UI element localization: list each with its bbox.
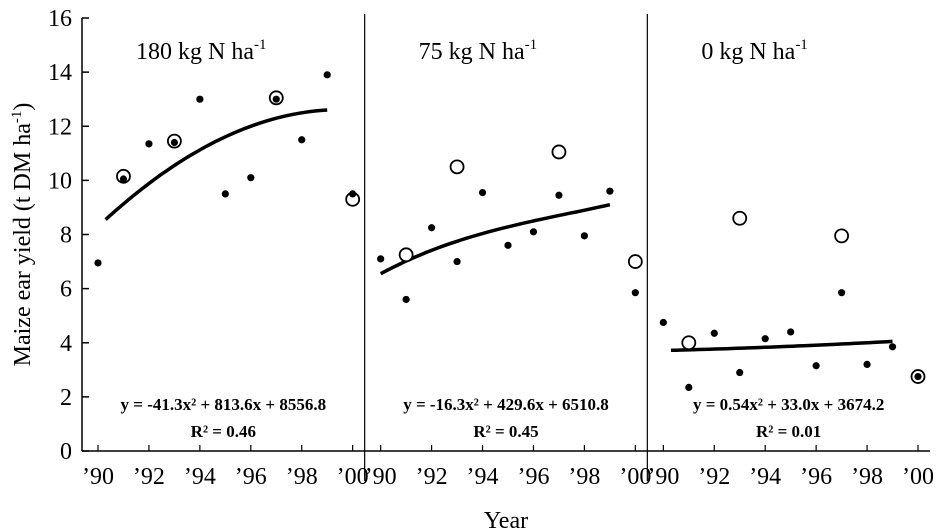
data-point-filled (606, 187, 614, 195)
y-tick-label: 10 (48, 168, 72, 194)
r-squared: R² = 0.45 (473, 422, 538, 441)
x-tick-label: ’94 (749, 464, 781, 490)
data-point-filled (453, 257, 461, 266)
data-point-filled (580, 232, 589, 240)
data-point-filled (504, 241, 512, 249)
data-point-open (551, 144, 567, 160)
data-point-filled (761, 335, 769, 343)
x-tick-label: ’96 (800, 464, 832, 490)
data-point-open (627, 254, 643, 269)
data-point-filled (298, 136, 306, 144)
x-tick-label: ’90 (365, 464, 397, 490)
regression-equation: y = -16.3x² + 429.6x + 6510.8 (403, 395, 609, 414)
data-point-filled (631, 289, 639, 297)
regression-equation: y = -41.3x² + 813.6x + 8556.8 (121, 395, 327, 414)
data-point-filled (787, 328, 795, 336)
panel-1: 180 kg N ha-1 y = -41.3x² + 813.6x + 8556… (94, 37, 361, 441)
x-tick-label: ’92 (133, 464, 165, 490)
data-point-filled (838, 289, 846, 297)
y-tick-label: 0 (60, 439, 72, 465)
y-tick-label: 14 (48, 60, 72, 86)
x-tick-label: ’96 (235, 464, 267, 490)
r-squared: R² = 0.01 (756, 422, 821, 441)
data-point-filled (221, 190, 229, 198)
x-tick-label: ’00 (902, 464, 934, 490)
data-point-filled (478, 188, 487, 197)
x-tick-label: ’98 (568, 464, 600, 490)
x-tick-label: ’96 (517, 464, 549, 490)
x-axis-title: Year (484, 508, 528, 532)
data-point-filled (685, 383, 693, 392)
panel-3: 0 kg N ha-1 y = 0.54x² + 33.0x + 3674.2 R²… (646, 14, 926, 481)
data-point-filled (529, 228, 538, 236)
data-point-open (681, 335, 697, 351)
y-tick-label: 4 (60, 331, 72, 357)
data-point-filled (888, 343, 897, 351)
data-point-filled (272, 95, 280, 103)
data-point-filled (402, 295, 410, 304)
data-point-filled (196, 95, 204, 103)
y-axis: 0 2 4 6 8 10 12 14 16 (48, 6, 89, 465)
panel-title: 0 kg N ha-1 (701, 37, 807, 65)
y-axis-title: Maize ear yield (t DM ha-1) (9, 103, 36, 367)
fit-curve (104, 108, 328, 221)
data-point-filled (863, 360, 871, 368)
data-point-filled (349, 190, 357, 198)
x-tick-label: ’00 (337, 464, 369, 490)
data-point-filled (659, 318, 667, 327)
fit-curve (379, 202, 611, 276)
data-point-filled (736, 368, 744, 377)
x-tick-label: ’92 (416, 464, 448, 490)
panel-title: 180 kg N ha-1 (136, 37, 266, 65)
x-tick-label: ’94 (184, 464, 216, 490)
x-tick-label: ’90 (82, 464, 114, 490)
fit-curve (670, 339, 893, 353)
data-point-filled (428, 224, 436, 232)
data-point-filled (119, 175, 128, 183)
data-point-filled (555, 191, 563, 199)
data-point-filled (710, 329, 718, 337)
data-point-open (449, 159, 465, 175)
data-point-open (398, 247, 414, 263)
y-tick-label: 6 (60, 277, 72, 303)
x-tick-label: ’92 (698, 464, 730, 490)
data-point-filled (247, 174, 255, 182)
panel-2: 75 kg N ha-1 y = -16.3x² + 429.6x + 6510.… (364, 14, 643, 481)
y-tick-label: 8 (60, 223, 72, 249)
panel-title: 75 kg N ha-1 (419, 37, 537, 65)
data-point-filled (323, 71, 331, 79)
data-point-filled (170, 138, 178, 147)
y-tick-label: 16 (48, 6, 72, 32)
y-tick-label: 2 (60, 385, 72, 411)
data-point-filled (812, 362, 820, 370)
data-point-filled (145, 140, 153, 148)
data-point-open (732, 210, 748, 226)
x-tick-label: ’98 (286, 464, 318, 490)
r-squared: R² = 0.46 (191, 422, 256, 441)
y-tick-label: 12 (48, 114, 72, 140)
x-axis: ’90’92’94’96’98’00’90’92’94’96’98’00’90’… (82, 445, 934, 490)
data-point-filled (377, 255, 385, 263)
regression-equation: y = 0.54x² + 33.0x + 3674.2 (693, 395, 884, 414)
data-point-open (834, 228, 849, 244)
y-axis-title-text: Maize ear yield (t DM ha-1) (9, 103, 36, 367)
x-tick-label: ’90 (647, 464, 679, 490)
panels: 180 kg N ha-1 y = -41.3x² + 813.6x + 8556… (94, 14, 926, 481)
data-point-filled (914, 372, 922, 381)
x-tick-label: ’98 (851, 464, 883, 490)
x-tick-label: ’94 (467, 464, 499, 490)
data-point-filled (94, 259, 102, 267)
x-tick-label: ’00 (619, 464, 651, 490)
